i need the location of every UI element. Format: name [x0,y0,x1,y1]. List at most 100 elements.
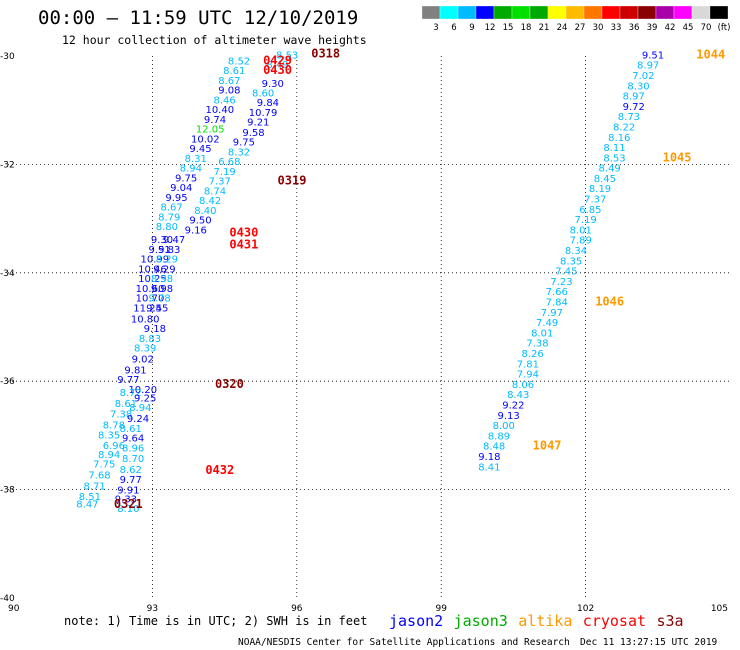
wave-height-value: 9.75 [233,138,255,149]
wave-height-value: 9.02 [132,354,154,365]
wave-height-value: 8.51 [79,492,101,503]
wave-height-value: 7.49 [536,318,558,329]
wave-height-value: 9.91 [117,486,139,497]
wave-height-value: 9.45 [189,144,211,155]
wave-height-value: 8.00 [493,421,515,432]
wave-height-value: 10.40 [205,105,234,116]
wave-height-value: 9.21 [247,118,269,129]
wave-height-value: 8.97 [637,61,659,72]
colorbar-label: 45 [683,23,694,33]
wave-height-value: 7.19 [213,167,235,178]
wave-height-value: 8.01 [531,328,553,339]
axis-tick-labels: 90 93 96 99 102 105 -30 -32 -34 -36 -38 -40 [0,52,728,614]
wave-height-value: 7.37 [209,177,231,188]
wave-height-value: 8.98 [151,274,173,285]
pass-time-label: 0431 [229,238,258,252]
wave-height-value: 8.49 [599,164,621,175]
wave-height-value: 8.42 [199,196,221,207]
colorbar-swatch [601,5,621,20]
chart-subtitle: 12 hour collection of altimeter wave hei… [62,33,367,47]
wave-height-value: 9.77 [120,475,142,486]
wave-height-value: 8.30 [627,81,649,92]
pass-time-label: 0430 [263,63,292,77]
wave-height-value: 8.62 [120,465,142,476]
wave-height-value: 8.67 [218,76,240,87]
colorbar-label: 27 [575,23,586,33]
colorbar-swatch [655,5,675,20]
wave-height-value: 8.80 [156,222,178,233]
wave-height-value: 10.60 [136,284,165,295]
wave-height-value: 7.94 [517,370,539,381]
wave-height-value: 8.31 [185,154,207,165]
pass-time-label: 0430 [229,226,258,240]
wave-height-value: 7.38 [526,339,548,350]
wave-height-value: 10.80 [131,314,160,325]
wave-height-value: 9.33 [115,494,137,505]
colorbar-label: 9 [469,23,474,33]
wave-height-value: 8.41 [478,462,500,473]
satellite-legend-jason2: jason2 [389,612,443,630]
colorbar-label: 18 [521,23,532,33]
colorbar-label: 42 [665,23,676,33]
colorbar-swatch [493,5,513,20]
longitude-tick-label: 105 [711,604,728,614]
wave-height-value: 8.35 [560,256,582,267]
wave-height-value: 8.78 [103,421,125,432]
wave-height-value: 8.61 [120,424,142,435]
colorbar-swatch [709,5,729,20]
colorbar-swatch [565,5,585,20]
colorbar-swatch [439,5,459,20]
wave-height-value: 10.25 [138,274,167,285]
colorbar-label: 70 [701,23,712,33]
pass-time-label: 0319 [278,174,307,188]
wave-height-value: 9.16 [185,225,207,236]
longitude-tick-label: 96 [291,604,303,614]
wave-height-value: 8.97 [623,92,645,103]
wave-height-value: 9.74 [204,115,226,126]
wave-height-value: 9.58 [242,128,264,139]
wave-height-value: 8.32 [228,147,250,158]
latitude-tick-label: -40 [0,594,15,604]
wave-height-value: 8.06 [512,380,534,391]
wave-height-colorbar: 3 6 9 12 15 18 21 24 27 30 33 36 39 42 45 70 (ft) [421,5,730,33]
wave-height-value: 8.83 [139,334,161,345]
pass-time-label: 0429 [263,53,292,67]
wave-height-value: 8.45 [594,174,616,185]
colorbar-swatch [547,5,567,20]
wave-height-value: 9.30 [151,235,173,246]
footnote: note: 1) Time is in UTC; 2) SWH is in fe… [64,614,367,628]
colorbar-label: 3 [433,23,438,33]
lat-lon-grid [8,56,730,598]
colorbar-swatch [691,5,711,20]
longitude-tick-label: 93 [147,604,158,614]
satellite-legend-s3a: s3a [657,612,684,630]
satellite-legend-cryosat: cryosat [583,612,646,630]
wave-height-value: 8.72 [120,388,142,399]
colorbar-label: 33 [611,23,622,33]
wave-height-value: 9.13 [497,411,519,422]
wave-height-value: 8.22 [613,122,635,133]
wave-height-value: 8.16 [608,133,630,144]
wave-height-value: 7.89 [570,236,592,247]
satellite-legend-altika: altika [518,612,572,630]
wave-height-value: 8.19 [589,184,611,195]
wave-height-value: 8.11 [603,143,625,154]
colorbar-swatch [475,5,495,20]
wave-height-value: 8.53 [276,50,298,61]
colorbar-label: 30 [593,23,604,33]
wave-height-value: 8.71 [84,481,106,492]
wave-height-value: 9.51 [148,245,170,256]
wave-height-value: 8.67 [161,203,183,214]
latitude-tick-label: -38 [0,486,15,496]
chart-title: 00:00 – 11:59 UTC 12/10/2019 [38,7,358,29]
pass-time-label: 0321 [114,497,143,511]
latitude-tick-label: -32 [0,160,15,170]
latitude-tick-label: -34 [0,269,15,279]
wave-height-value: 9.83 [158,245,180,256]
wave-height-value: 8.29 [156,255,178,266]
wave-height-value: 9.04 [170,183,192,194]
wave-height-value: 8.89 [488,431,510,442]
wave-height-value: 8.94 [129,403,151,414]
wave-height-value: 9.84 [257,98,279,109]
